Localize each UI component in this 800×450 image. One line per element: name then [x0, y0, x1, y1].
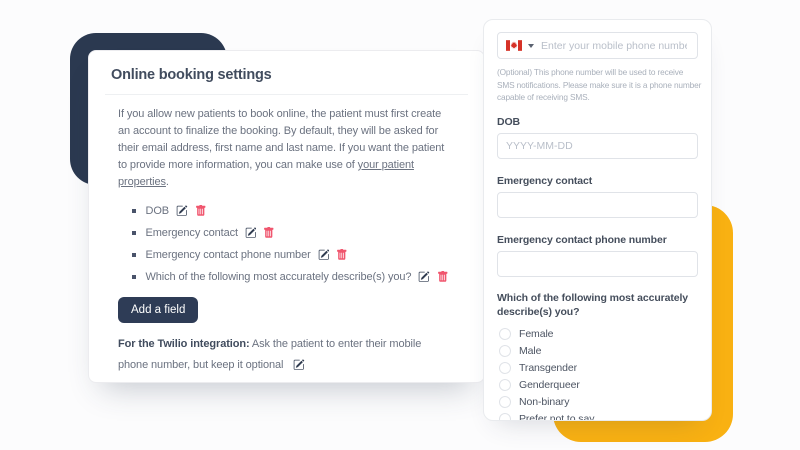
gender-radio-group: Female Male Transgender Genderqueer Non-… [497, 326, 698, 421]
online-booking-settings-card: Online booking settings If you allow new… [88, 50, 485, 383]
radio-option-label: Genderqueer [519, 379, 580, 391]
trash-icon[interactable] [336, 249, 348, 261]
radio-option-label: Female [519, 328, 554, 340]
paragraph-line: If you allow new patients to book online… [118, 108, 442, 120]
bullet-icon [132, 231, 136, 235]
radio-group-label: Which of the following most accurately d… [497, 291, 698, 319]
radio-option-male[interactable]: Male [497, 343, 698, 360]
patient-properties-link[interactable]: your patient [357, 159, 414, 171]
paragraph-text: to provide more information, you can mak… [118, 159, 358, 171]
field-label: Which of the following most accurately d… [145, 271, 412, 283]
paragraph-line: their email address, first name and last… [118, 142, 445, 154]
patient-properties-link[interactable]: properties [118, 176, 166, 188]
intro-paragraph: If you allow new patients to book online… [118, 106, 464, 191]
card-header: Online booking settings [105, 51, 468, 95]
twilio-text: Ask the patient to enter their mobile [249, 338, 422, 350]
radio-option-prefer-not-to-say[interactable]: Prefer not to say [497, 411, 698, 421]
edit-icon[interactable] [318, 249, 330, 261]
twilio-line: For the Twilio integration: Ask the pati… [118, 334, 464, 355]
twilio-note: For the Twilio integration: Ask the pati… [118, 334, 464, 376]
emergency-contact-phone-input[interactable] [497, 250, 698, 277]
paragraph-line: an account to finalize the booking. By d… [118, 125, 439, 137]
form-group-emergency-contact: Emergency contact [497, 175, 698, 218]
radio-option-label: Non-binary [519, 396, 570, 408]
bullet-icon [132, 209, 136, 213]
trash-icon[interactable] [437, 271, 449, 283]
twilio-bold-text: For the Twilio integration: [118, 338, 250, 350]
chevron-down-icon[interactable] [528, 43, 534, 48]
paragraph-line: properties. [118, 174, 464, 191]
radio-button-icon[interactable] [499, 328, 511, 340]
add-a-field-button[interactable]: Add a field [118, 297, 199, 323]
help-line: capable of receiving SMS. [497, 92, 590, 102]
card-body: If you allow new patients to book online… [89, 95, 484, 376]
radio-option-label: Prefer not to say [519, 413, 595, 421]
radio-label-line: Which of the following most accurately [497, 291, 689, 304]
radio-option-label: Male [519, 345, 542, 357]
edit-icon[interactable] [176, 205, 188, 217]
field-label: Emergency contact phone number [497, 233, 667, 246]
edit-icon[interactable] [245, 227, 257, 239]
radio-button-icon[interactable] [499, 396, 511, 408]
radio-option-label: Transgender [519, 362, 578, 374]
twilio-text: phone number, but keep it optional [118, 359, 287, 371]
list-item: Emergency contact phone number [118, 244, 464, 266]
booking-fields-list: DOB Emergency contact Emergency contact … [118, 200, 464, 288]
canada-flag-icon[interactable] [506, 40, 522, 51]
list-item: Emergency contact [118, 222, 464, 244]
field-label: Emergency contact [497, 174, 593, 187]
trash-icon[interactable] [195, 205, 207, 217]
edit-icon[interactable] [418, 271, 430, 283]
field-label: DOB [145, 205, 170, 217]
list-item: Which of the following most accurately d… [118, 266, 464, 288]
booking-form-preview-card: (Optional) This phone number will be use… [483, 19, 712, 421]
radio-button-icon[interactable] [499, 379, 511, 391]
dob-input[interactable] [497, 132, 698, 159]
radio-option-non-binary[interactable]: Non-binary [497, 394, 698, 411]
mobile-phone-field[interactable] [497, 32, 698, 59]
field-label: Emergency contact phone number [145, 249, 311, 261]
bullet-icon [132, 275, 136, 279]
trash-icon[interactable] [263, 227, 275, 239]
bullet-icon [132, 253, 136, 257]
emergency-contact-input[interactable] [497, 191, 698, 218]
radio-option-transgender[interactable]: Transgender [497, 360, 698, 377]
help-line: SMS notifications. Please make sure it i… [497, 79, 702, 90]
edit-icon[interactable] [293, 359, 305, 371]
field-label: DOB [497, 115, 521, 128]
list-item: DOB [118, 200, 464, 222]
paragraph-text: . [165, 176, 169, 188]
twilio-line: phone number, but keep it optional [118, 355, 464, 376]
radio-option-genderqueer[interactable]: Genderqueer [497, 377, 698, 394]
radio-option-female[interactable]: Female [497, 326, 698, 343]
paragraph-line: to provide more information, you can mak… [118, 157, 464, 174]
mobile-phone-input[interactable] [539, 38, 689, 53]
form-group-emergency-contact-phone: Emergency contact phone number [497, 234, 698, 277]
radio-button-icon[interactable] [499, 345, 511, 357]
radio-button-icon[interactable] [499, 413, 511, 420]
radio-button-icon[interactable] [499, 362, 511, 374]
phone-help-text: (Optional) This phone number will be use… [497, 66, 702, 104]
form-group-dob: DOB [497, 116, 698, 159]
help-line: (Optional) This phone number will be use… [497, 67, 684, 77]
radio-label-line: describe(s) you? [497, 305, 580, 318]
page-title: Online booking settings [111, 67, 272, 83]
field-label: Emergency contact [145, 227, 239, 239]
